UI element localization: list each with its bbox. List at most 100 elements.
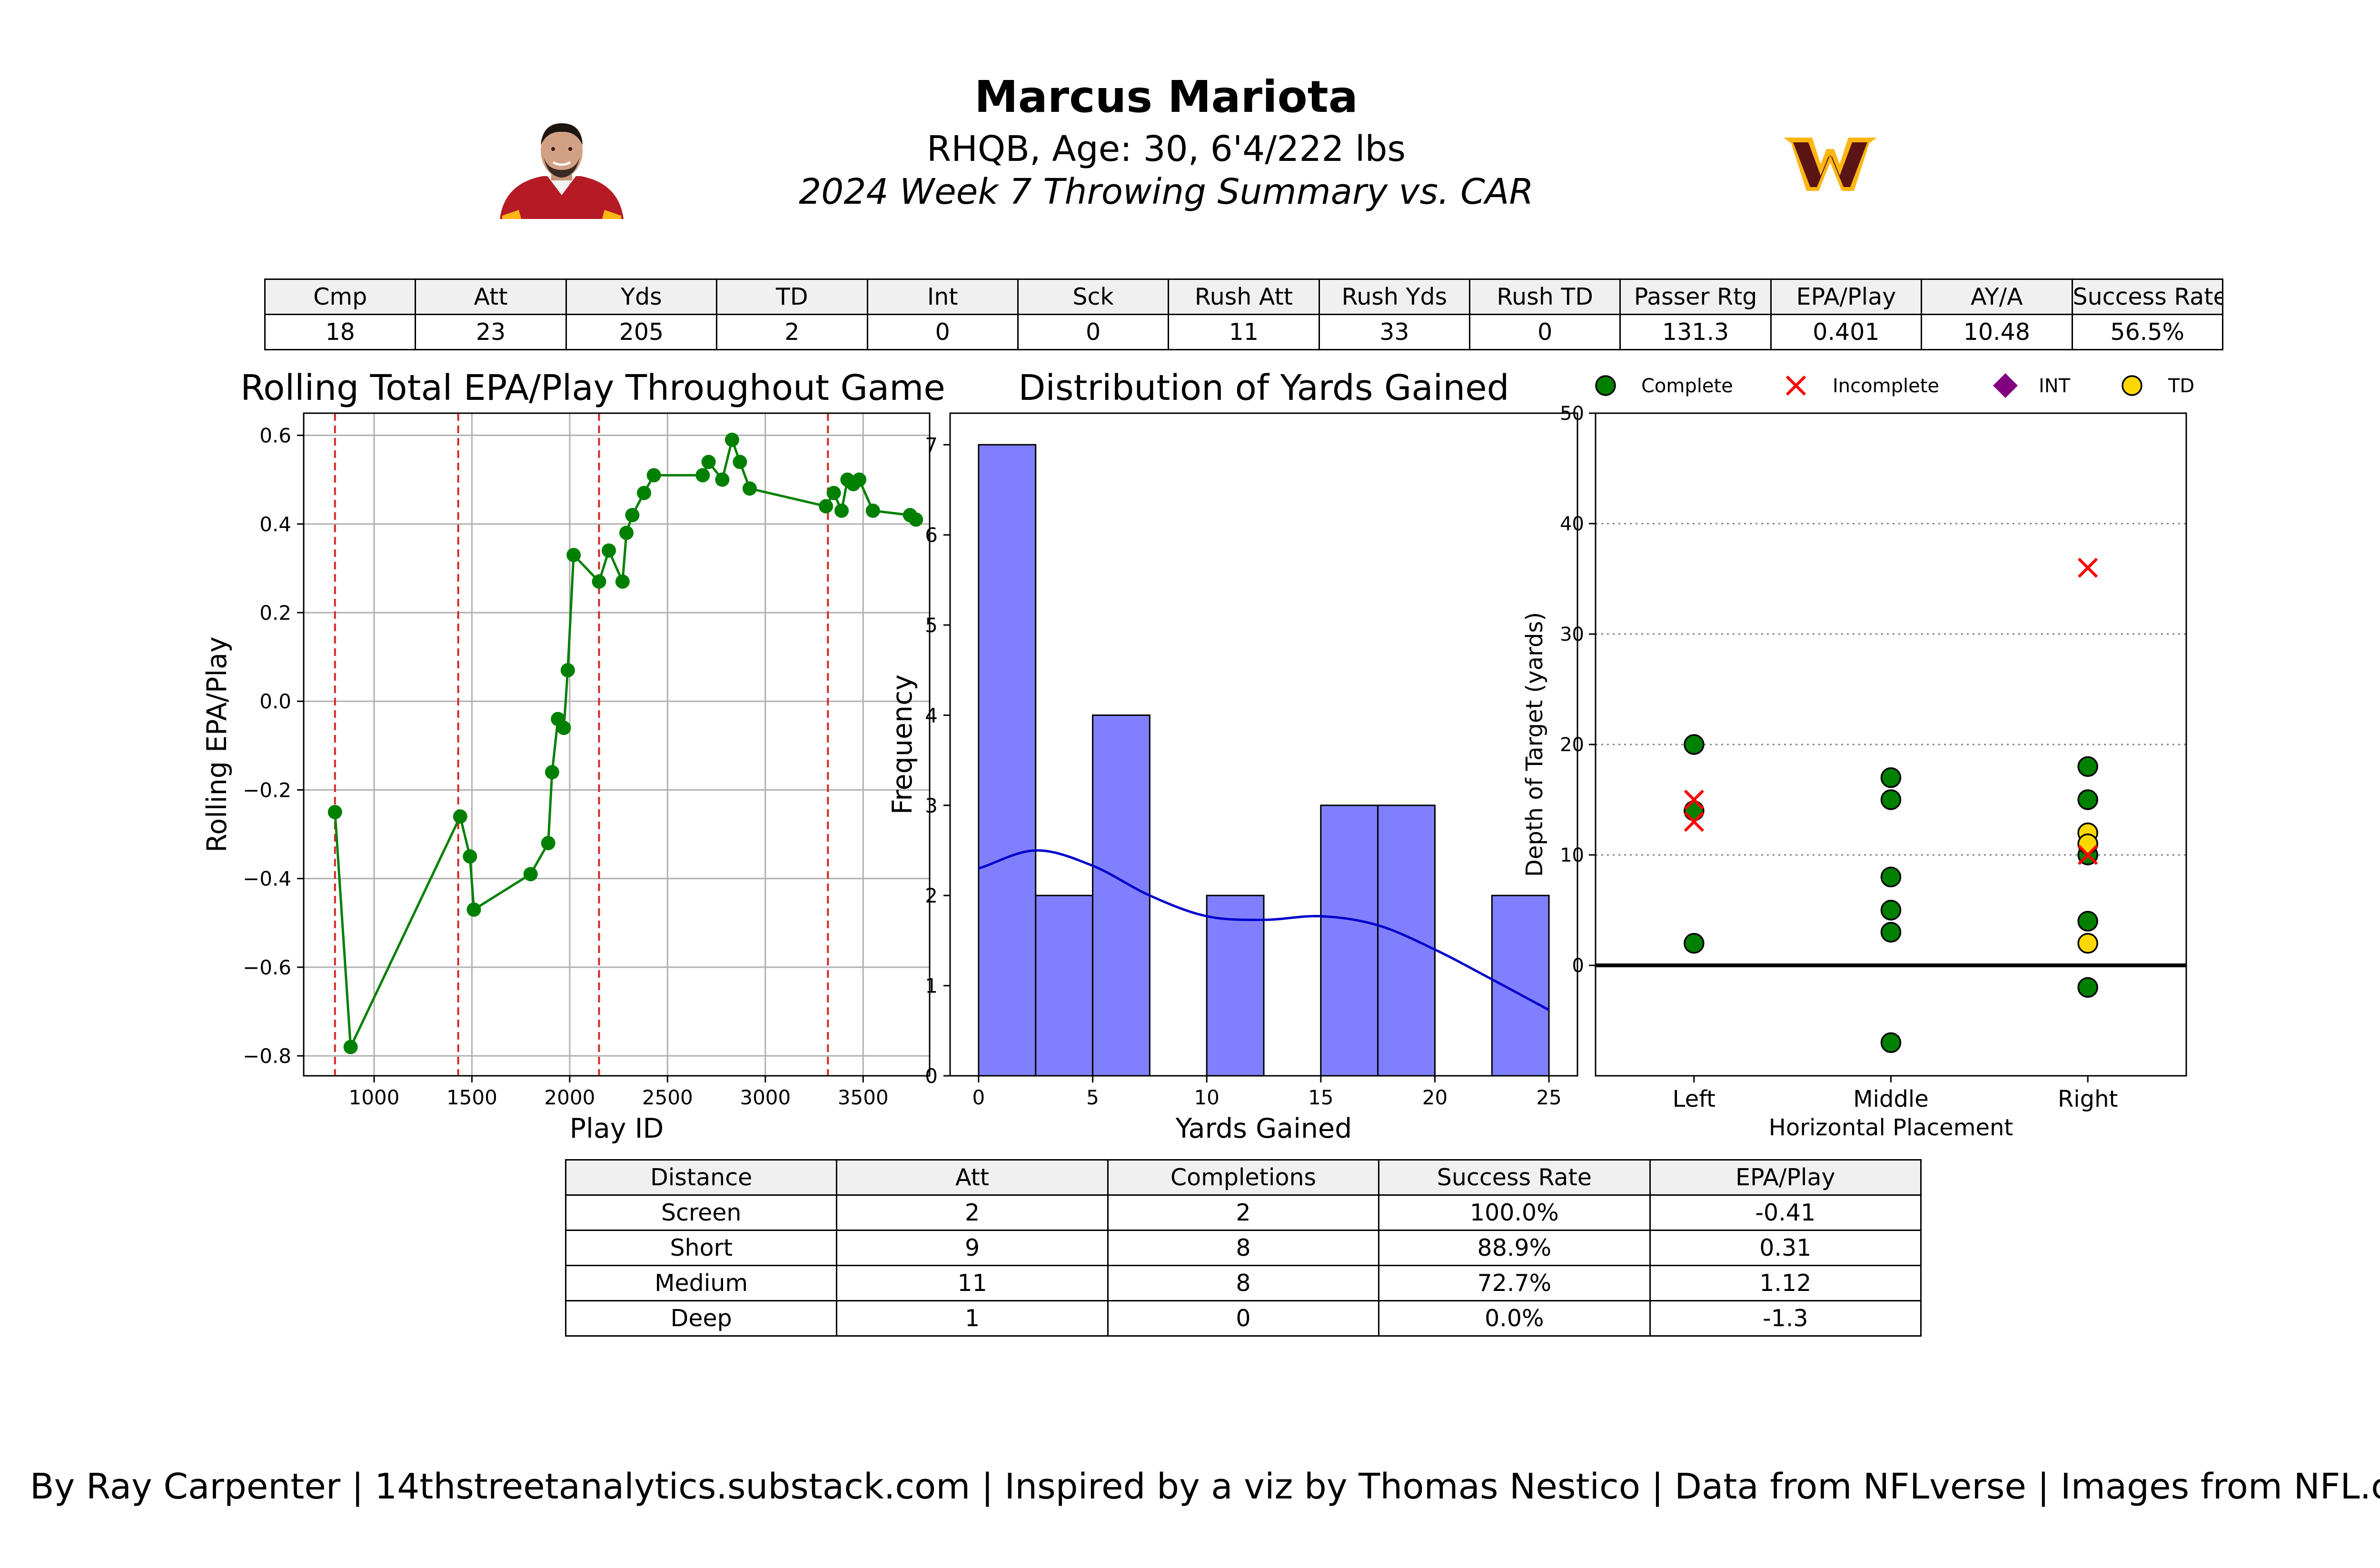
distance-cell: 11 <box>836 1265 1109 1301</box>
summary-header-cell: Yds <box>565 278 718 315</box>
y-tick-label: 0 <box>925 1064 938 1088</box>
summary-value-cell: 0 <box>866 314 1019 350</box>
histogram-bar <box>1320 804 1379 1077</box>
data-point <box>602 543 616 558</box>
distance-cell: 2 <box>836 1194 1109 1231</box>
x-tick-label: Middle <box>1853 1086 1929 1112</box>
distance-cell: 0 <box>1107 1300 1380 1337</box>
x-tick-label: 2000 <box>544 1086 595 1109</box>
distance-cell: Screen <box>565 1194 838 1231</box>
y-tick-label: 40 <box>1560 513 1584 535</box>
summary-header-cell: TD <box>716 278 868 315</box>
y-tick-label: 2 <box>925 884 938 907</box>
x-tick-label: Left <box>1673 1086 1716 1112</box>
legend-label-incomplete: Incomplete <box>1833 375 1939 397</box>
x-axis-label: Horizontal Placement <box>1769 1114 2013 1141</box>
data-point <box>733 455 747 469</box>
summary-value-cell: 0 <box>1017 314 1170 350</box>
distance-cell: 0.0% <box>1378 1300 1651 1337</box>
y-axis-label: Depth of Target (yards) <box>1521 612 1548 877</box>
distance-header-cell: EPA/Play <box>1649 1159 1922 1196</box>
table-row: Screen 2 2 100.0% -0.41 <box>565 1194 1922 1231</box>
x-tick-label: 0 <box>972 1086 985 1109</box>
legend-marker-td <box>2122 375 2142 396</box>
x-tick-label: 1500 <box>446 1086 497 1109</box>
complete-pass-point <box>1880 789 1902 810</box>
data-point <box>701 455 716 469</box>
summary-header-cell: EPA/Play <box>1770 278 1923 315</box>
y-tick-label: 0.6 <box>259 424 291 447</box>
complete-pass-point <box>2077 977 2098 998</box>
summary-value-cell: 10.48 <box>1921 314 2073 350</box>
kde-curve <box>978 849 1550 1011</box>
histogram-bar <box>1035 894 1094 1077</box>
y-tick-label: 0 <box>1572 955 1584 977</box>
y-tick-label: −0.4 <box>243 867 291 891</box>
data-point <box>637 486 652 500</box>
distance-cell: 100.0% <box>1378 1194 1651 1231</box>
summary-value-cell: 131.3 <box>1619 314 1772 350</box>
data-point <box>523 867 538 882</box>
y-tick-label: −0.2 <box>243 778 291 802</box>
x-axis-label: Yards Gained <box>1175 1113 1352 1144</box>
legend-label-int: INT <box>2039 375 2071 397</box>
x-tick-label: 3500 <box>838 1086 889 1109</box>
legend-marker-complete <box>1595 375 1616 396</box>
distance-cell: 1.12 <box>1649 1265 1922 1301</box>
data-point <box>560 663 575 678</box>
data-point <box>463 849 477 864</box>
game-subtitle: 2024 Week 7 Throwing Summary vs. CAR <box>799 171 1534 212</box>
distance-cell: -0.41 <box>1649 1194 1922 1231</box>
credit-line: By Ray Carpenter | 14thstreetanalytics.s… <box>30 1466 2380 1507</box>
data-point <box>556 721 571 735</box>
histogram-bar <box>1377 804 1436 1077</box>
y-tick-label: 0.0 <box>259 690 291 713</box>
distance-cell: 1 <box>836 1300 1109 1337</box>
data-point <box>327 804 342 819</box>
table-row: Deep 1 0 0.0% -1.3 <box>565 1300 1922 1337</box>
distance-header-cell: Att <box>836 1159 1109 1196</box>
y-tick-label: 1 <box>925 974 938 998</box>
summary-header-cell: Att <box>415 278 567 315</box>
data-point <box>724 432 739 447</box>
y-tick-label: −0.6 <box>243 956 291 979</box>
target-depth-scatter: 0 10 20 30 40 50 Left Middle Right Horizontal Pla… <box>1521 373 2194 1141</box>
touchdown-pass-point <box>2077 834 2098 854</box>
x-tick-label: Right <box>2058 1086 2118 1112</box>
histogram-bar <box>1206 894 1265 1077</box>
incomplete-pass-point <box>1684 789 1704 810</box>
data-point <box>545 765 559 780</box>
y-tick-label: 50 <box>1560 403 1584 425</box>
legend-marker-incomplete <box>1785 375 1806 396</box>
player-name: Marcus Mariota <box>974 71 1358 122</box>
distance-cell: 2 <box>1107 1194 1380 1231</box>
summary-stats-table: Cmp Att Yds TD Int Sck Rush Att Rush Yds… <box>264 278 2223 350</box>
data-point <box>834 503 849 518</box>
complete-pass-point <box>1684 933 1705 954</box>
y-tick-label: 7 <box>925 433 938 457</box>
legend-label-td: TD <box>2168 375 2194 397</box>
y-axis-label: Frequency <box>887 675 918 814</box>
player-headshot <box>500 123 624 219</box>
data-point <box>819 499 833 514</box>
data-point <box>852 472 867 487</box>
x-tick-label: 10 <box>1194 1086 1219 1109</box>
summary-value-cell: 2 <box>716 314 868 350</box>
summary-header-cell: Rush Att <box>1168 278 1320 315</box>
legend-label-complete: Complete <box>1641 375 1733 397</box>
player-info: RHQB, Age: 30, 6'4/222 lbs <box>926 129 1406 169</box>
data-point <box>615 574 630 589</box>
summary-header-cell: Cmp <box>264 278 416 315</box>
complete-pass-point <box>1880 922 1902 943</box>
distance-cell: 9 <box>836 1230 1109 1266</box>
data-point <box>566 547 581 562</box>
data-point <box>592 574 606 589</box>
summary-value-cell: 205 <box>565 314 718 350</box>
x-axis-label: Play ID <box>570 1113 664 1144</box>
summary-value-cell: 11 <box>1168 314 1320 350</box>
distance-cell: Deep <box>565 1300 838 1337</box>
complete-pass-point <box>1880 767 1902 788</box>
plot-frame <box>1595 412 2187 1077</box>
